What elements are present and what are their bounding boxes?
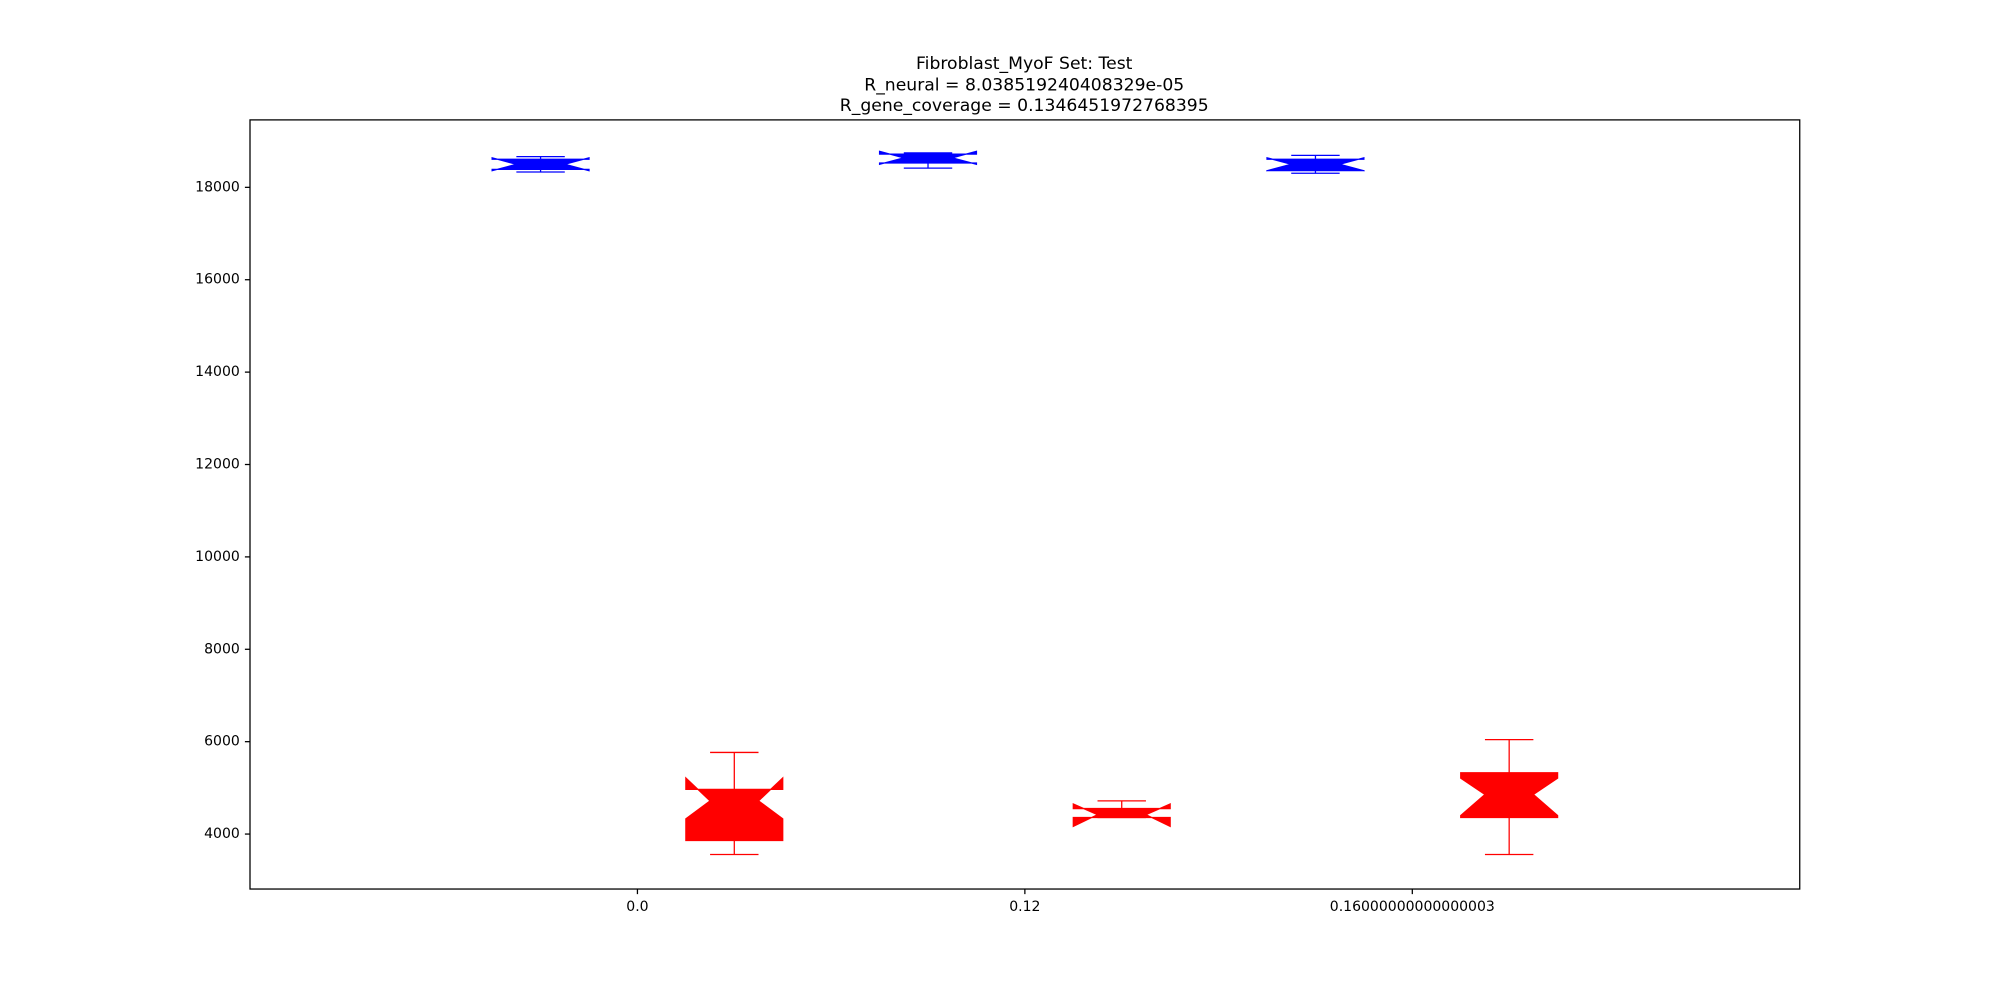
y-tick-label: 12000 — [195, 457, 240, 473]
axes-frame — [249, 119, 1801, 890]
y-tick-label: 8000 — [204, 641, 240, 657]
y-tick-label: 16000 — [195, 272, 240, 288]
y-tick-label: 18000 — [195, 179, 240, 195]
y-tick-label: 14000 — [195, 364, 240, 380]
chart-subtitle: R_gene_coverage = 0.1346451972768395 — [840, 96, 1209, 116]
y-tick-label: 10000 — [195, 549, 240, 565]
box — [685, 776, 784, 842]
chart-title: Fibroblast_MyoF Set: Test — [916, 54, 1133, 74]
y-tick-label: 4000 — [204, 826, 240, 842]
chart-subtitle: R_neural = 8.038519240408329e-05 — [864, 75, 1184, 95]
x-tick-label: 0.16000000000000003 — [1330, 899, 1495, 915]
x-tick-label: 0.12 — [1009, 899, 1040, 915]
x-tick-label: 0.0 — [626, 899, 648, 915]
y-tick-label: 6000 — [204, 734, 240, 750]
